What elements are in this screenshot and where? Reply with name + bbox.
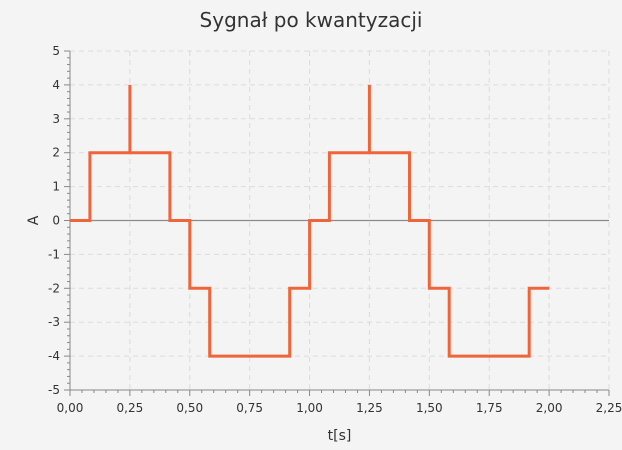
x-tick-label: 0,50: [176, 401, 203, 415]
y-tick-label: -3: [48, 315, 60, 329]
x-tick-label: 2,00: [536, 401, 563, 415]
x-tick-label: 1,75: [476, 401, 503, 415]
y-tick-label: 5: [52, 44, 60, 58]
series-line: [70, 84, 550, 358]
x-tick-label: 0,75: [236, 401, 263, 415]
x-tick-label: 1,50: [416, 401, 443, 415]
y-tick-label: 2: [52, 146, 60, 160]
x-tick-label: 1,25: [356, 401, 383, 415]
y-tick-label: -4: [48, 349, 60, 363]
y-tick-label: 0: [52, 214, 60, 228]
x-tick-label: 2,25: [596, 401, 622, 415]
chart-title: Sygnał po kwantyzacji: [199, 8, 423, 32]
y-axis-title: A: [26, 215, 42, 225]
y-tick-label: -1: [48, 247, 60, 261]
x-tick-label: 0,25: [117, 401, 144, 415]
y-tick-label: -5: [48, 383, 60, 397]
y-tick-label: 3: [52, 112, 60, 126]
y-tick-label: 1: [52, 180, 60, 194]
x-tick-label: 1,00: [296, 401, 323, 415]
x-axis-title: t[s]: [328, 428, 352, 444]
x-tick-label: 0,00: [57, 401, 84, 415]
y-tick-label: -2: [48, 281, 60, 295]
y-tick-label: 4: [52, 78, 60, 92]
